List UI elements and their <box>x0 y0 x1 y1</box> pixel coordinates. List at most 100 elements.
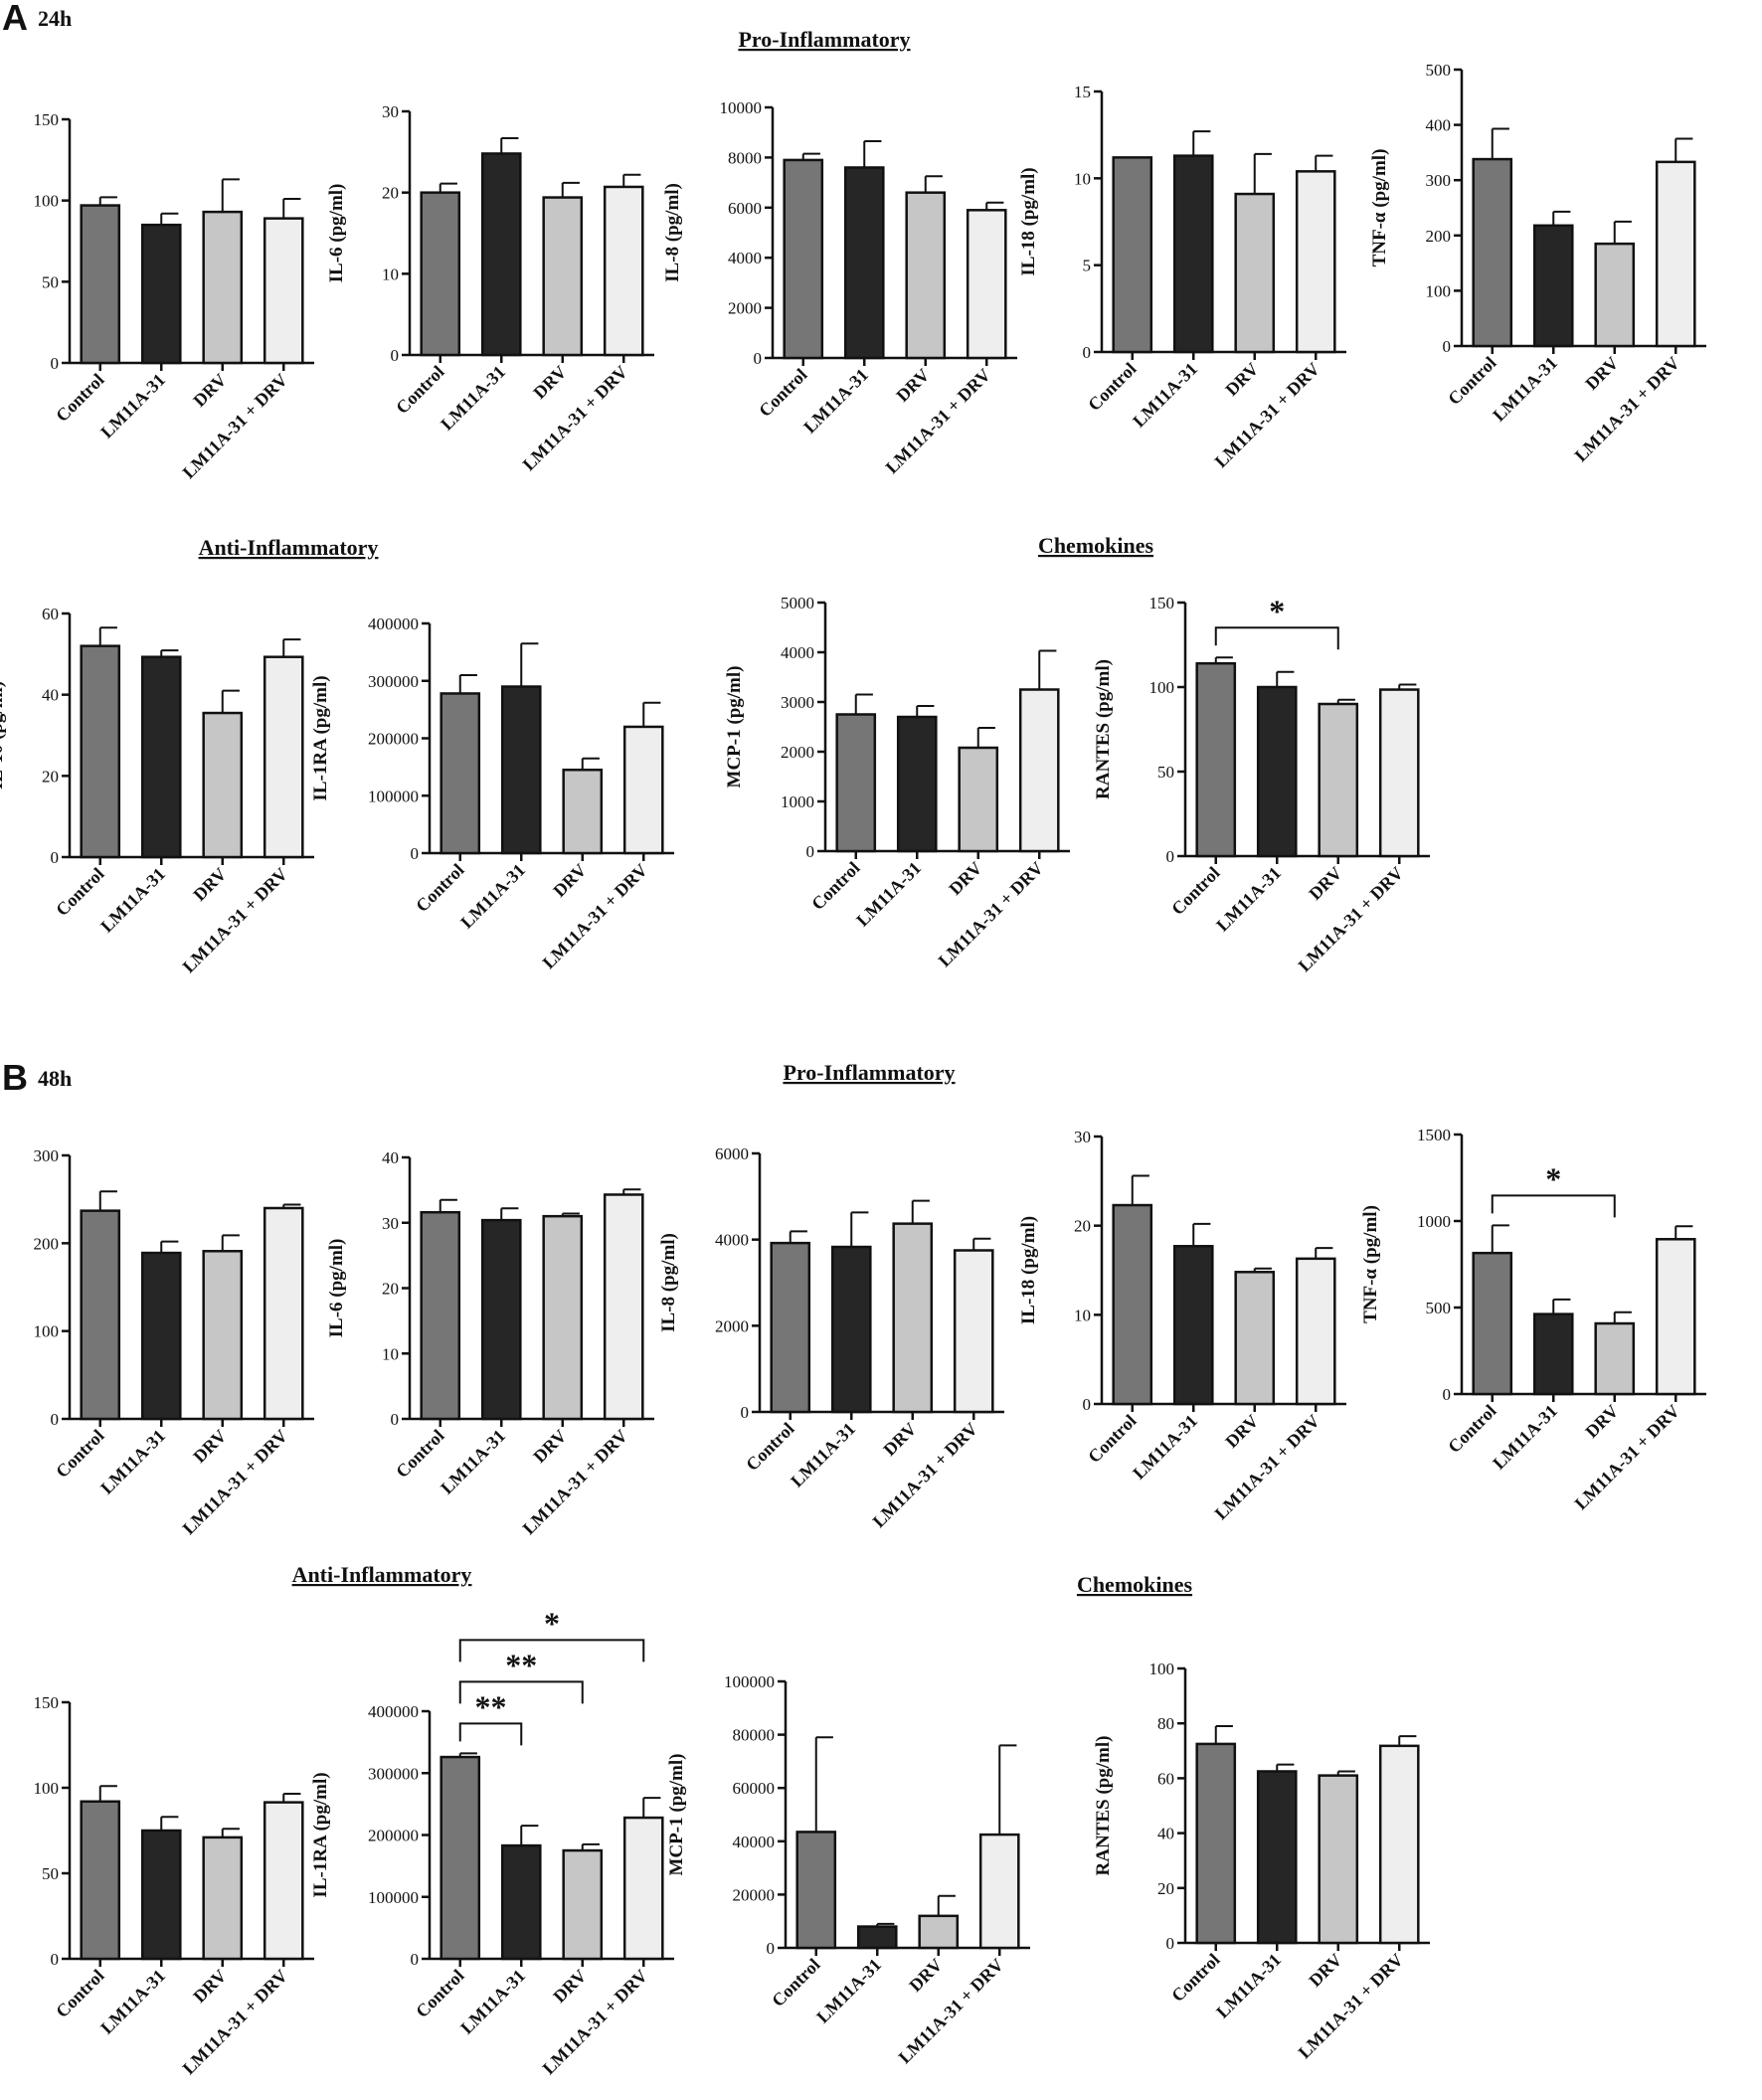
y-tick-label: 4000 <box>728 249 762 267</box>
y-tick-label: 60 <box>42 605 59 623</box>
x-tick-label: LM11A-31 + DRV <box>1570 353 1683 466</box>
x-tick-label: DRV <box>549 1966 590 2007</box>
x-tick-label: Control <box>412 1966 467 2021</box>
x-tick-label: Control <box>742 1419 797 1475</box>
x-tick-label: LM11A-31 + DRV <box>1294 863 1407 976</box>
significance-bracket <box>458 1680 584 1704</box>
bar <box>420 191 461 357</box>
bar <box>140 1829 182 1961</box>
significance-label: * <box>1269 593 1285 628</box>
bar <box>603 1193 644 1421</box>
x-tick-label: Control <box>1084 1411 1140 1467</box>
y-tick-label: 60000 <box>733 1779 776 1798</box>
y-tick-label: 20 <box>42 767 59 786</box>
x-tick-label: LM11A-31 <box>96 864 169 937</box>
group-title-anti-24h: Anti-Inflammatory <box>199 535 379 560</box>
group-title-chemo-48h: Chemokines <box>1077 1572 1193 1597</box>
y-tick-label: 0 <box>1166 847 1175 866</box>
y-tick-label: 30 <box>382 102 399 121</box>
bar <box>918 1914 960 1950</box>
bar <box>1172 1245 1214 1406</box>
bar <box>1256 1770 1298 1945</box>
y-tick-label: 150 <box>34 110 60 129</box>
x-tick-label: LM11A-31 <box>1129 359 1201 432</box>
y-axis-label: MCP-1 (pg/ml) <box>724 666 745 788</box>
y-tick-label: 1500 <box>1417 1126 1451 1144</box>
bar <box>263 217 304 365</box>
y-tick-label: 0 <box>1083 343 1092 362</box>
bar <box>440 1755 481 1961</box>
bar <box>1472 157 1513 348</box>
y-tick-label: 0 <box>806 842 815 861</box>
bar <box>420 1210 461 1421</box>
x-tick-label: LM11A-31 <box>437 1426 509 1498</box>
y-axis-label: IL-8 (pg/ml) <box>662 183 683 282</box>
x-tick-label: DRV <box>189 864 230 905</box>
bar <box>622 725 664 855</box>
bar <box>1532 1312 1574 1396</box>
x-tick-label: Control <box>52 864 107 920</box>
x-tick-label: LM11A-31 <box>1212 863 1285 936</box>
y-axis-label: MCP-1 (pg/ml) <box>666 1754 687 1876</box>
y-tick-label: 0 <box>51 1410 60 1429</box>
chart-b-il1ra: 0 100000 200000 300000 400000 IL-1RA (pg/ml) C… <box>310 1605 674 2078</box>
chart-b-il1b: 0100200300IL-1β (pg/ml)ControlLM11A-31DR… <box>34 1146 314 1539</box>
x-tick-label: Control <box>768 1955 823 2011</box>
bar <box>1318 702 1359 858</box>
significance-label: ** <box>505 1647 537 1682</box>
y-tick-label: 0 <box>1443 1385 1452 1404</box>
bar <box>905 191 947 360</box>
x-tick-label: Control <box>52 370 107 426</box>
x-tick-label: LM11A-31 <box>437 362 509 435</box>
y-tick-label: 150 <box>34 1693 60 1712</box>
bar <box>603 185 644 357</box>
y-tick-label: 40 <box>1157 1825 1174 1843</box>
y-tick-label: 40000 <box>733 1833 776 1851</box>
bar <box>1295 170 1336 354</box>
x-tick-label: LM11A-31 + DRV <box>538 860 651 973</box>
x-tick-label: Control <box>392 1426 447 1482</box>
bar <box>1655 1238 1696 1396</box>
bar <box>1256 685 1298 858</box>
x-tick-label: LM11A-31 <box>96 370 169 442</box>
y-tick-label: 0 <box>51 1950 60 1969</box>
y-tick-label: 20 <box>1157 1879 1174 1898</box>
bar <box>856 1925 898 1950</box>
bar <box>202 711 244 859</box>
y-tick-label: 20000 <box>733 1885 776 1904</box>
y-tick-label: 200000 <box>368 1827 419 1845</box>
y-tick-label: 500 <box>1426 1299 1452 1317</box>
x-tick-label: LM11A-31 + DRV <box>178 864 291 977</box>
bar <box>480 152 522 357</box>
x-tick-label: DRV <box>1581 353 1622 394</box>
bar <box>542 196 584 357</box>
y-tick-label: 1000 <box>781 792 814 811</box>
y-axis-label: IL-10 (pg/ml) <box>0 681 7 789</box>
y-tick-label: 50 <box>1157 763 1174 782</box>
bar <box>263 1801 304 1961</box>
bar <box>80 644 121 859</box>
x-tick-label: LM11A-31 <box>1129 1411 1201 1484</box>
x-tick-label: LM11A-31 + DRV <box>178 1426 291 1539</box>
bar <box>1195 661 1237 858</box>
chart-a-il8: 0 2000 4000 6000 8000 10000 IL-8 (pg/ml) Contro… <box>662 98 1017 477</box>
bar <box>480 1218 522 1421</box>
chart-a-il1ra: 0 100000 200000 300000 400000 IL-1RA (pg/ml) C… <box>310 614 674 972</box>
x-tick-label: LM11A-31 + DRV <box>518 362 631 475</box>
y-tick-label: 0 <box>1166 1934 1175 1953</box>
group-title-pro-24h: Pro-Inflammatory <box>738 27 910 52</box>
y-tick-label: 10 <box>382 264 399 283</box>
y-tick-label: 2000 <box>781 743 814 762</box>
x-tick-label: LM11A-31 + DRV <box>178 370 291 483</box>
bar <box>1172 154 1214 354</box>
x-tick-label: LM11A-31 + DRV <box>1570 1401 1683 1514</box>
y-tick-label: 100000 <box>368 787 419 805</box>
bar <box>140 655 182 859</box>
y-tick-label: 400000 <box>368 614 419 633</box>
